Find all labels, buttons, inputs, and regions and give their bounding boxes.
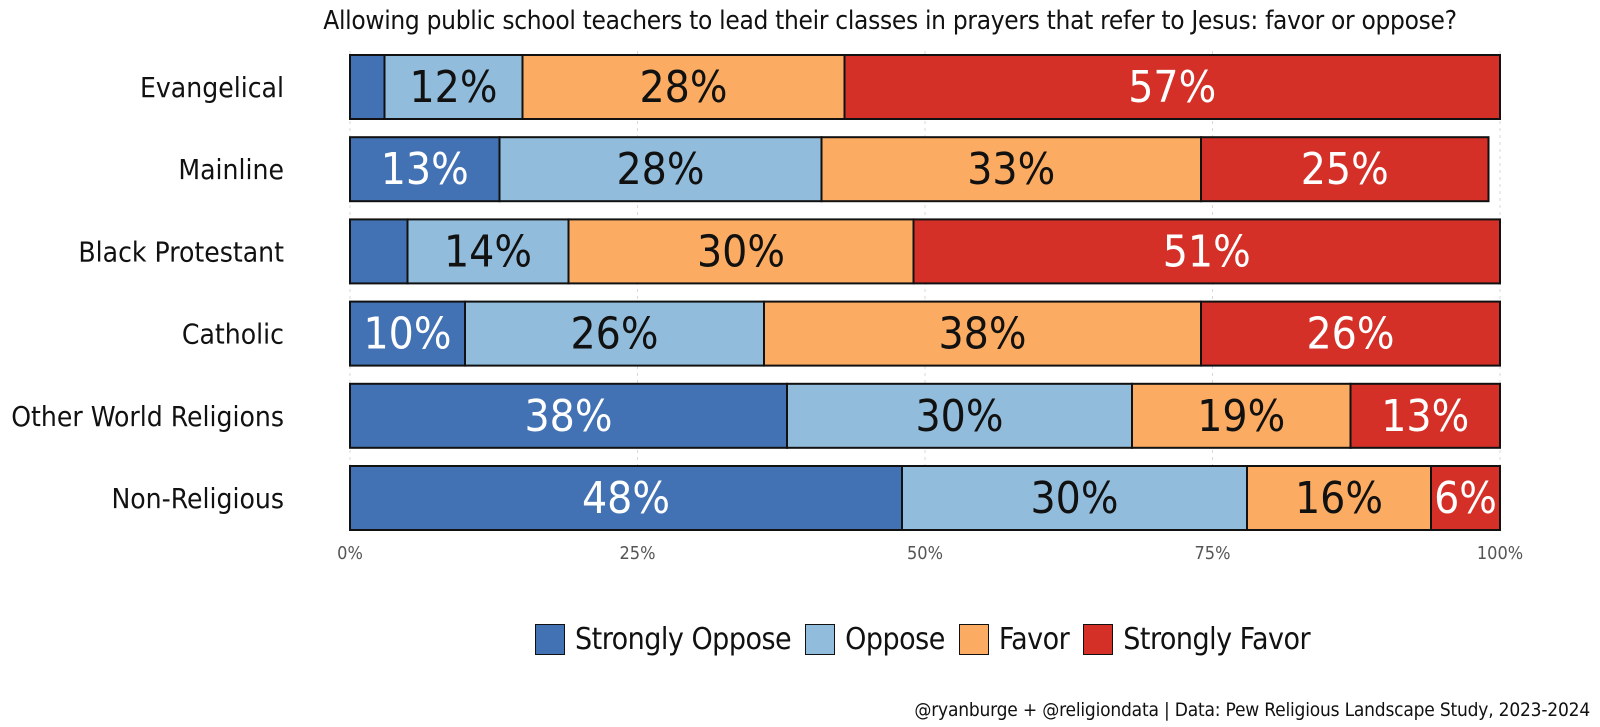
- data-label: 26%: [1307, 309, 1395, 360]
- bar-segment: [349, 300, 466, 367]
- category-label: Other World Religions: [11, 400, 284, 433]
- data-label: 38%: [939, 309, 1027, 360]
- legend-label: Strongly Favor: [1123, 622, 1311, 657]
- category-label: Non-Religious: [111, 482, 284, 515]
- bar-segment: [406, 218, 570, 285]
- x-tick-label: 50%: [907, 543, 943, 564]
- bar-segment: [349, 218, 409, 285]
- bar-segment: [521, 54, 846, 120]
- data-label: 13%: [381, 144, 469, 195]
- x-tick-label: 0%: [337, 543, 363, 564]
- category-label: Catholic: [182, 318, 284, 351]
- bar-segment: [349, 465, 903, 531]
- data-label: 16%: [1295, 473, 1383, 524]
- legend-label: Strongly Oppose: [575, 622, 792, 657]
- bar-segment: [1131, 382, 1352, 449]
- bar-segment: [349, 136, 501, 203]
- legend-item: Strongly Favor: [1083, 622, 1311, 657]
- data-label: 25%: [1301, 144, 1389, 195]
- plot-area: 0% 25% 50% 75% 100% Evangelical 12% 28% 57% Mainl…: [11, 51, 1523, 564]
- legend-item: Oppose: [805, 622, 945, 657]
- legend-label: Favor: [998, 622, 1070, 657]
- data-label: 30%: [1031, 473, 1119, 524]
- bar-segment: [498, 136, 823, 203]
- legend-swatch: [1083, 624, 1114, 655]
- data-label: 19%: [1197, 391, 1285, 442]
- bar-segment: [1349, 382, 1501, 449]
- legend-item: Favor: [958, 622, 1070, 657]
- bar-segment: [1200, 136, 1490, 203]
- data-label: 30%: [916, 391, 1004, 442]
- caption: @ryanburge + @religiondata | Data: Pew R…: [914, 699, 1590, 721]
- data-label: 6%: [1434, 473, 1497, 524]
- data-label: 48%: [582, 473, 670, 524]
- bar-segment: [349, 54, 386, 120]
- bar-segment: [820, 136, 1202, 203]
- category-label: Mainline: [178, 153, 284, 186]
- data-label: 12%: [410, 62, 498, 113]
- bar-segment: [843, 54, 1501, 120]
- data-label: 14%: [444, 226, 532, 277]
- bar-segment: [1430, 465, 1501, 531]
- x-tick-label: 100%: [1477, 543, 1523, 564]
- data-label: 51%: [1163, 226, 1251, 277]
- chart-title: Allowing public school teachers to lead …: [323, 6, 1457, 36]
- bar-segment: [786, 382, 1133, 449]
- bar-segment: [349, 382, 788, 449]
- data-label: 10%: [364, 309, 452, 360]
- legend-swatch: [535, 624, 565, 655]
- legend: Strongly Oppose Oppose Favor Strongly Favor: [535, 622, 1324, 657]
- legend-label: Oppose: [845, 622, 945, 657]
- data-label: 57%: [1128, 62, 1216, 113]
- data-label: 13%: [1381, 391, 1469, 442]
- data-label: 28%: [640, 62, 728, 113]
- data-label: 26%: [571, 309, 659, 360]
- bar-segment: [567, 218, 915, 285]
- data-label: 28%: [617, 144, 705, 195]
- bar-segment: [383, 54, 524, 120]
- data-label: 33%: [967, 144, 1055, 195]
- bar-segment: [1246, 465, 1432, 531]
- legend-swatch: [958, 624, 989, 655]
- bar-segment: [464, 300, 765, 367]
- category-label: Black Protestant: [78, 235, 284, 268]
- data-label: 38%: [525, 391, 613, 442]
- category-label: Evangelical: [140, 71, 284, 104]
- bar-segment: [763, 300, 1202, 367]
- bar-segment: [1200, 300, 1501, 367]
- x-tick-label: 75%: [1195, 543, 1231, 564]
- x-tick-label: 25%: [620, 543, 656, 564]
- bar-segment: [912, 218, 1501, 285]
- legend-item: Strongly Oppose: [535, 622, 792, 657]
- data-label: 30%: [697, 226, 785, 277]
- legend-swatch: [805, 624, 836, 655]
